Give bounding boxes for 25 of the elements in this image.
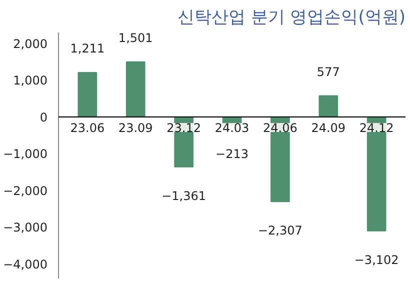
bar: [318, 95, 338, 118]
data-label: −1,361: [162, 188, 206, 203]
x-tick-label: 23.06: [70, 120, 105, 135]
y-tick-label: −2,000: [3, 184, 48, 198]
x-tick-label: 23.09: [118, 120, 153, 135]
x-tick-label: 24.12: [359, 120, 394, 135]
x-tick-label: 23.12: [166, 120, 201, 135]
data-label: 1,211: [70, 41, 105, 56]
bar: [78, 72, 98, 118]
y-tick-label: 1,000: [13, 74, 48, 88]
data-label: −3,102: [354, 252, 399, 267]
data-label: 1,501: [118, 30, 153, 45]
y-tick-label: −4,000: [3, 257, 48, 272]
x-tick-label: 24.09: [311, 120, 346, 135]
chart-title: 신탁산업 분기 영업손익(억원): [177, 8, 406, 28]
x-tick-label: 24.03: [214, 120, 250, 135]
data-label: −2,307: [258, 224, 302, 238]
y-tick-label: 2,000: [13, 37, 48, 52]
x-tick-label: 24.06: [263, 120, 298, 135]
y-tick-label: −3,000: [3, 220, 48, 235]
data-label: −213: [216, 146, 248, 161]
data-label: 577: [316, 64, 340, 79]
y-tick-label: 0: [40, 110, 48, 124]
y-tick-label: −1,000: [3, 147, 48, 162]
bar: [126, 61, 146, 118]
